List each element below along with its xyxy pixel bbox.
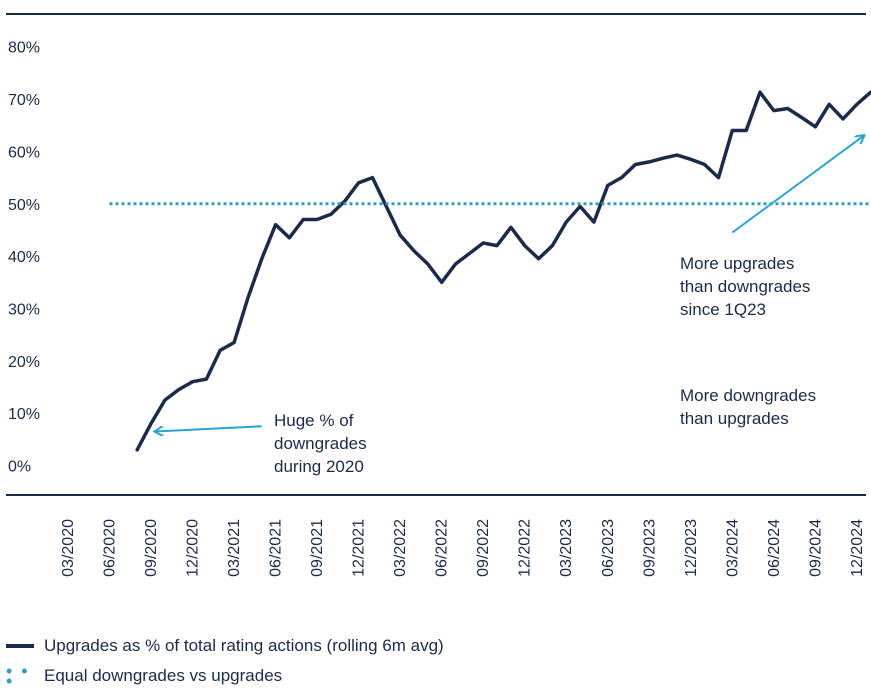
- annotation-downgrades-text: More downgrades: [680, 386, 816, 405]
- x-tick-label: 03/2024: [724, 519, 741, 577]
- x-tick-label: 12/2022: [517, 519, 534, 577]
- legend-dotted-swatch: • • •: [6, 661, 30, 691]
- annotation-2020-text: Huge % of: [274, 411, 354, 430]
- legend-label-upgrades: Upgrades as % of total rating actions (r…: [44, 636, 444, 655]
- y-tick-label: 40%: [8, 249, 40, 266]
- series-line-upgrades: [135, 90, 871, 452]
- legend-solid-swatch: [6, 644, 34, 648]
- legend-label-equal: Equal downgrades vs upgrades: [44, 666, 283, 685]
- x-tick-label: 03/2023: [558, 519, 575, 577]
- y-tick-label: 80%: [8, 40, 40, 57]
- x-tick-label: 09/2020: [143, 519, 160, 577]
- x-tick-label: 09/2021: [309, 519, 326, 577]
- y-tick-label: 30%: [8, 301, 40, 318]
- x-tick-label: 12/2021: [351, 519, 368, 577]
- x-tick-label: 09/2024: [807, 519, 824, 577]
- x-tick-label: 03/2021: [226, 519, 243, 577]
- annotations: Huge % of downgrades during 2020 More upgra…: [155, 136, 864, 476]
- x-tick-label: 03/2022: [392, 519, 409, 577]
- x-tick-label: 06/2022: [434, 519, 451, 577]
- annotation-upgrades-arrow: [731, 136, 863, 234]
- x-tick-label: 06/2020: [102, 519, 119, 577]
- x-tick-label: 06/2024: [766, 519, 783, 577]
- x-tick-label: 09/2023: [641, 519, 658, 577]
- y-tick-label: 20%: [8, 354, 40, 371]
- y-tick-label: 50%: [8, 197, 40, 214]
- y-tick-label: 0%: [8, 459, 31, 476]
- annotation-upgrades-text: More upgrades: [680, 254, 794, 273]
- x-tick-label: 09/2022: [475, 519, 492, 577]
- annotation-2020-text: during 2020: [274, 457, 364, 476]
- legend-item-upgrades: Upgrades as % of total rating actions (r…: [6, 636, 444, 656]
- y-tick-label: 60%: [8, 144, 40, 161]
- x-axis: 03/2020 06/2020 09/2020 12/2020 03/2021 06/20…: [60, 519, 866, 577]
- x-tick-label: 12/2020: [185, 519, 202, 577]
- x-tick-label: 03/2020: [60, 519, 77, 577]
- annotation-2020-text: downgrades: [274, 434, 367, 453]
- x-tick-label: 06/2021: [268, 519, 285, 577]
- x-tick-label: 06/2023: [600, 519, 617, 577]
- x-tick-label: 12/2023: [683, 519, 700, 577]
- annotation-downgrades-text: than upgrades: [680, 409, 789, 428]
- annotation-upgrades-text: than downgrades: [680, 277, 810, 296]
- x-tick-label: 12/2024: [849, 519, 866, 577]
- y-tick-label: 10%: [8, 406, 40, 423]
- annotation-upgrades-text: since 1Q23: [680, 300, 766, 319]
- annotation-2020-arrow: [155, 425, 262, 431]
- y-tick-label: 70%: [8, 92, 40, 109]
- legend-item-equal: • • • Equal downgrades vs upgrades: [6, 661, 283, 691]
- y-axis: 0% 10% 20% 30% 40% 50% 60% 70% 80%: [8, 40, 40, 476]
- series-layer: [109, 90, 871, 452]
